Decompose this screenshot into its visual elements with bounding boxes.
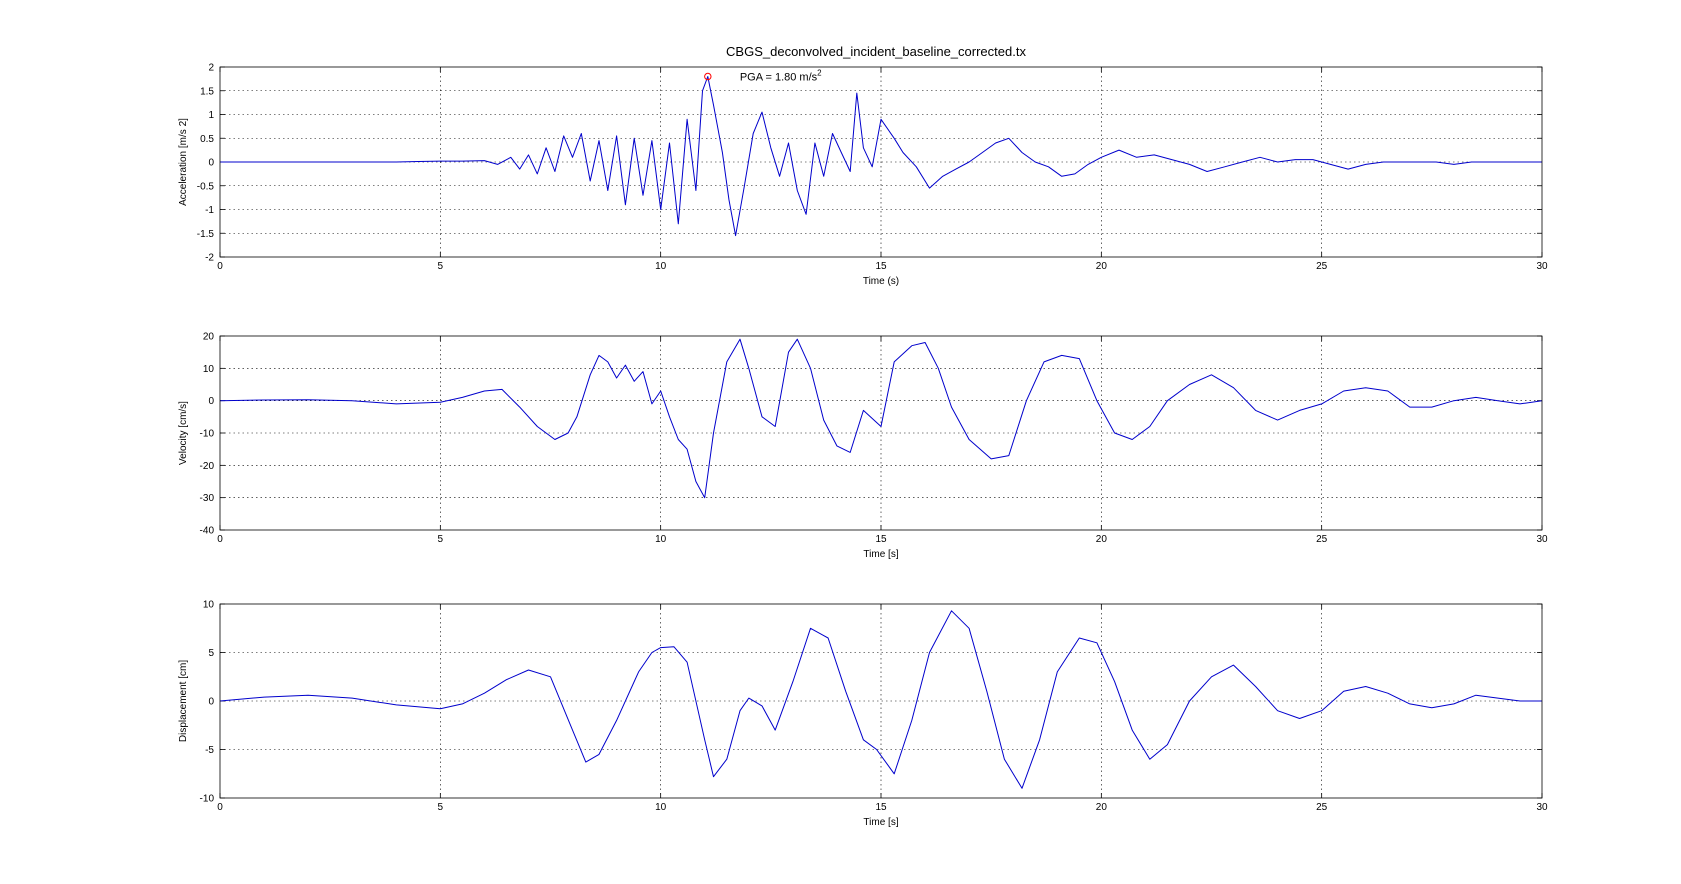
x-tick-label: 0 [217, 261, 223, 272]
y-tick-label: -1.5 [197, 229, 215, 240]
series-line-acceleration [220, 76, 1542, 237]
chart-velocity: 0 5 10 15 20 25 30 -40 -30 -20 -10 0 10 20 Time [s] Vel… [178, 332, 1548, 561]
y-tick-label: 1.5 [200, 86, 214, 97]
chart-displacement: 0 5 10 15 20 25 30 -10 -5 0 5 10 Time [s] Displacemen… [178, 600, 1548, 829]
series-line-displacement [219, 610, 1542, 789]
axes-frame [219, 335, 1543, 531]
figure-title: CBGS_deconvolved_incident_baseline_corre… [726, 44, 1026, 59]
y-axis-label: Velocity [cm/s] [178, 401, 189, 465]
axes-frame [219, 66, 1543, 258]
y-tick-label: -10 [200, 429, 215, 440]
x-tick-label: 30 [1536, 802, 1548, 813]
x-tick-label: 10 [655, 534, 667, 545]
x-tick-label: 15 [875, 802, 887, 813]
chart-acceleration: 0 5 10 15 20 25 30 -2 -1.5 -1 -0.5 0 0.5 1 1.5 2 Time (s… [178, 63, 1548, 288]
x-tick-label: 25 [1316, 802, 1328, 813]
x-axis-label: Time [s] [863, 549, 898, 560]
y-tick-label: 10 [203, 600, 215, 611]
x-tick-label: 30 [1536, 261, 1548, 272]
y-tick-label: -40 [200, 526, 215, 537]
series-line-velocity [219, 338, 1543, 499]
x-axis-label: Time (s) [863, 276, 899, 287]
y-tick-label: 10 [203, 364, 215, 375]
x-tick-label: 15 [875, 261, 887, 272]
y-tick-label: -1 [205, 205, 214, 216]
x-tick-label: 25 [1316, 261, 1328, 272]
y-tick-label: -10 [200, 794, 215, 805]
y-tick-label: 0.5 [200, 134, 214, 145]
x-tick-label: 10 [655, 261, 667, 272]
x-tick-label: 25 [1316, 534, 1328, 545]
y-tick-label: -2 [205, 253, 214, 264]
x-tick-label: 20 [1096, 534, 1108, 545]
y-tick-label: -30 [200, 493, 215, 504]
x-tick-label: 0 [217, 534, 223, 545]
x-tick-label: 0 [217, 802, 223, 813]
x-tick-label: 5 [438, 802, 444, 813]
x-tick-label: 5 [438, 261, 444, 272]
axes-frame [219, 603, 1543, 799]
x-tick-label: 20 [1096, 261, 1108, 272]
pga-annotation-superscript: 2 [817, 69, 822, 78]
y-tick-label: 20 [203, 332, 215, 343]
pga-annotation: PGA = 1.80 m/s2 [740, 69, 822, 84]
y-tick-label: 2 [208, 63, 214, 74]
y-axis-label: Displacement [cm] [178, 660, 189, 742]
y-tick-label: 1 [208, 110, 214, 121]
peak-marker [704, 72, 712, 81]
y-axis-label: Acceleration [m/s 2] [178, 118, 189, 206]
y-tick-label: -20 [200, 461, 215, 472]
x-tick-label: 10 [655, 802, 667, 813]
x-tick-label: 5 [438, 534, 444, 545]
y-tick-label: -5 [205, 745, 214, 756]
y-tick-label: 0 [208, 158, 214, 169]
x-axis-label: Time [s] [863, 817, 898, 828]
x-tick-label: 20 [1096, 802, 1108, 813]
y-tick-label: 0 [208, 697, 214, 708]
x-tick-label: 15 [875, 534, 887, 545]
x-tick-label: 30 [1536, 534, 1548, 545]
y-tick-label: -0.5 [197, 181, 215, 192]
y-tick-label: 0 [208, 396, 214, 407]
y-tick-label: 5 [208, 648, 214, 659]
